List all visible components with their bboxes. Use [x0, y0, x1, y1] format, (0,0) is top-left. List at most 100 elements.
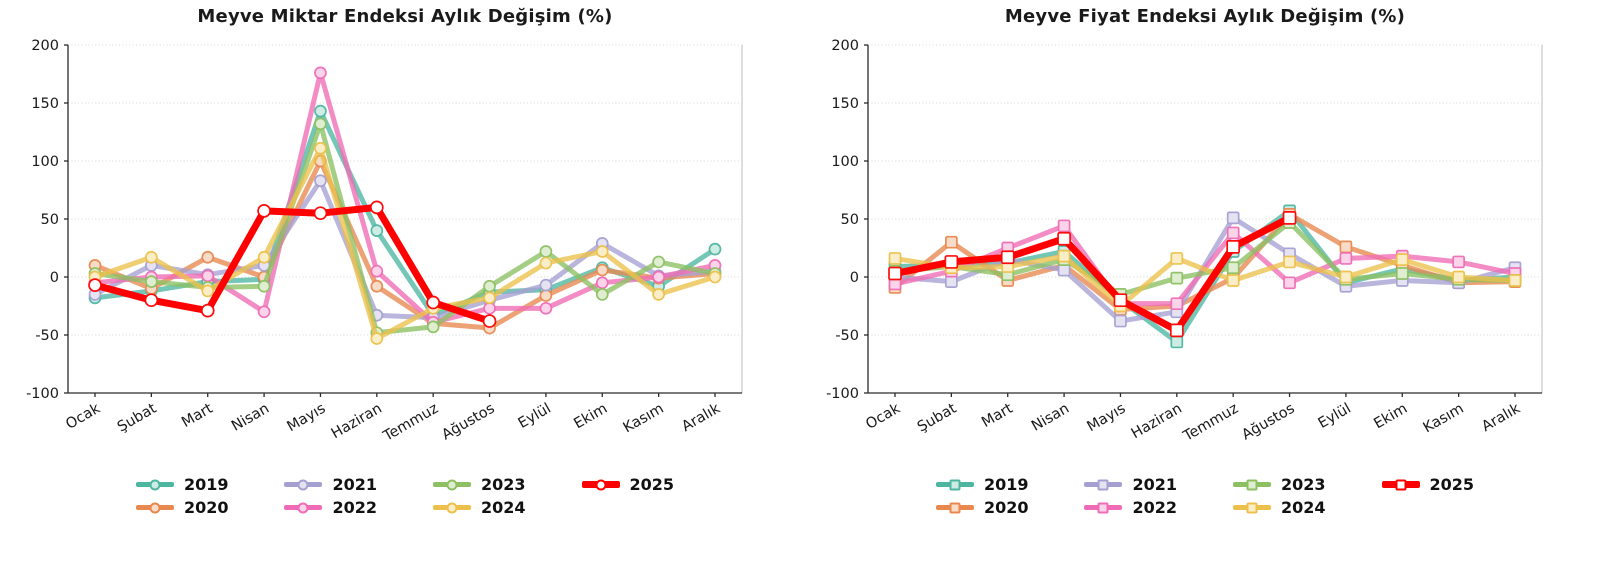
legend-circle-marker — [297, 479, 309, 490]
legend-circle-marker — [595, 479, 607, 490]
data-point — [652, 288, 665, 301]
data-point — [539, 289, 553, 302]
legend-swatch-2020 — [135, 500, 174, 515]
data-point — [145, 250, 158, 264]
data-point — [201, 284, 215, 298]
series-line-2025 — [91, 203, 494, 325]
legend-item-2024: 2024 — [1233, 498, 1326, 517]
legend-item-2020: 2020 — [935, 498, 1029, 517]
y-tick-label: 150 — [31, 96, 59, 112]
legend-label: 2023 — [1281, 475, 1326, 494]
x-axis: Ocak Şubat Mart Nisan Mayıs HaziranTemmuzAğus… — [63, 393, 724, 446]
legend-circle-marker — [149, 502, 161, 513]
y-tick-label: 0 — [50, 270, 59, 286]
legend-item-2023: 2023 — [433, 475, 526, 494]
y-tick-label: -100 — [826, 386, 859, 402]
data-point — [1339, 270, 1353, 284]
legend-square-marker — [1246, 502, 1258, 513]
data-point — [144, 293, 159, 308]
data-point — [314, 174, 327, 188]
x-tick-label: Ağustos — [1239, 401, 1297, 444]
data-point — [1169, 323, 1184, 338]
x-tick-label: Eylül — [1316, 401, 1354, 432]
y-tick-label: 100 — [831, 154, 859, 170]
x-tick-label: Nisan — [229, 401, 272, 435]
legend-fiyat: 2019 2020 2021 2022 2023 2024 2025 — [800, 475, 1600, 517]
legend-swatch-2019 — [135, 477, 174, 492]
data-point — [369, 200, 384, 215]
data-point — [1057, 231, 1071, 246]
legend-label: 2024 — [481, 498, 526, 517]
data-point — [708, 270, 722, 284]
legend-item-2023: 2023 — [1233, 475, 1326, 494]
series-line-2025 — [891, 214, 1294, 334]
series-line-2024 — [92, 145, 718, 341]
legend-swatch-2023 — [433, 477, 471, 492]
data-point — [370, 224, 384, 237]
data-point — [595, 288, 609, 301]
legend-grid: 2019 2020 2021 2022 2023 2024 2025 — [935, 475, 1474, 517]
data-point — [1114, 314, 1127, 328]
chart-block-fiyat: Meyve Fiyat Endeksi Aylık Değişim (%) 20… — [800, 0, 1600, 564]
legend-label: 2020 — [983, 498, 1029, 517]
x-tick-label: Aralık — [679, 400, 723, 435]
legend-swatch-2019 — [935, 477, 974, 492]
x-tick-label: Ekim — [1371, 401, 1410, 433]
series-line-2024 — [892, 253, 1518, 309]
data-point — [1170, 297, 1184, 311]
series-2021 — [88, 174, 722, 324]
data-point — [426, 320, 440, 334]
legend-label: 2025 — [629, 475, 675, 494]
legend-label: 2024 — [1281, 498, 1326, 517]
data-point — [483, 291, 496, 305]
legend-swatch-2022 — [284, 500, 323, 515]
x-tick-label: Ocak — [63, 400, 103, 432]
data-point — [314, 141, 327, 155]
series-2024 — [88, 141, 722, 345]
data-point — [1170, 271, 1184, 285]
series-line-2021 — [92, 178, 718, 321]
legend-square-marker — [1097, 502, 1109, 513]
x-tick-label: Kasım — [621, 401, 667, 437]
data-point — [1226, 226, 1240, 240]
legend-item-2025: 2025 — [1381, 475, 1474, 494]
data-point — [1282, 210, 1297, 225]
y-tick-label: 200 — [831, 38, 859, 54]
legend-swatch-2020 — [935, 500, 974, 515]
data-point — [257, 250, 271, 264]
y-tick-label: 0 — [850, 270, 859, 286]
data-point — [944, 255, 959, 269]
legend-item-2021: 2021 — [1084, 475, 1177, 494]
data-point — [313, 206, 328, 221]
data-point — [88, 278, 102, 292]
x-tick-label: Haziran — [329, 401, 385, 443]
legend-label: 2022 — [332, 498, 377, 517]
legend-item-2022: 2022 — [284, 498, 377, 517]
x-tick-label: Temmuz — [380, 401, 441, 446]
data-point — [145, 275, 158, 288]
data-point — [1226, 239, 1241, 254]
series-line-2022 — [92, 70, 718, 325]
data-point — [1452, 270, 1465, 284]
chart-title-miktar: Meyve Miktar Endeksi Aylık Değişim (%) — [197, 6, 613, 27]
x-tick-label: Şubat — [115, 400, 160, 435]
legend-swatch-2024 — [433, 500, 471, 515]
y-tick-label: 50 — [841, 212, 859, 228]
data-point — [1057, 249, 1071, 263]
legend-miktar: 2019 2020 2021 2022 2023 2024 2025 — [0, 475, 810, 517]
y-axis: 200 150 100 50 0 -50 -100 — [826, 38, 868, 402]
data-point — [1170, 335, 1184, 349]
legend-item-2024: 2024 — [433, 498, 526, 517]
data-point — [200, 303, 215, 318]
data-point — [945, 235, 958, 249]
data-point — [1113, 293, 1128, 308]
legend-item-2019: 2019 — [935, 475, 1028, 494]
series-line-2023 — [892, 219, 1518, 297]
data-point — [888, 266, 902, 281]
data-point — [1000, 250, 1015, 265]
data-point — [1057, 219, 1071, 233]
data-point — [888, 252, 902, 265]
x-axis: Ocak Şubat Mart Nisan Mayıs HaziranTemmuzAğus… — [863, 393, 1524, 445]
legend-circle-marker — [446, 479, 458, 490]
